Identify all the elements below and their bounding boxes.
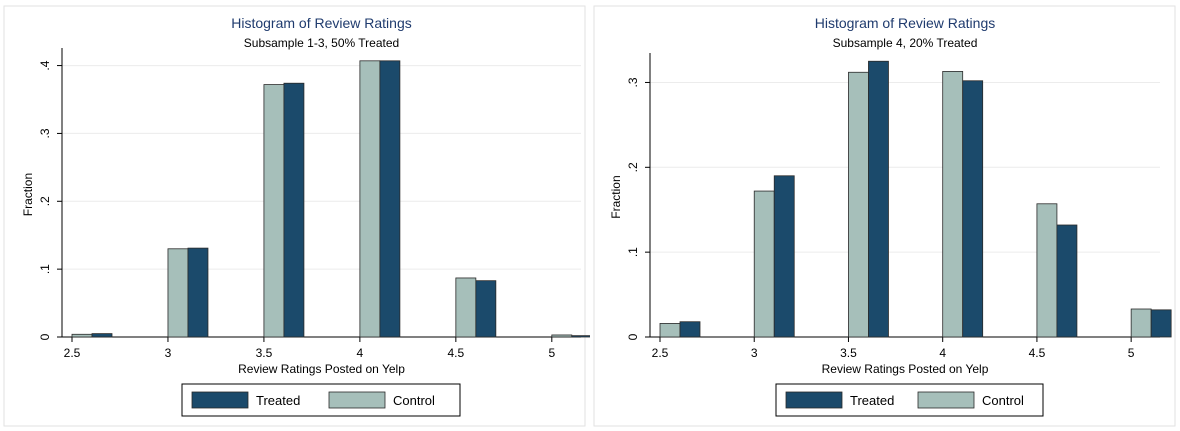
x-tick-label: 4: [357, 346, 364, 360]
y-tick-label: .3: [626, 77, 640, 87]
bar-treated-5: [571, 335, 590, 338]
y-tick-label: .2: [38, 196, 52, 206]
bar-treated-4: [962, 80, 984, 338]
x-axis-label: Review Ratings Posted on Yelp: [822, 362, 989, 376]
x-tick-label: 5: [548, 346, 555, 360]
y-tick-label: .3: [38, 128, 52, 138]
bar-control-4.5: [455, 277, 477, 338]
y-axis-label: Fraction: [21, 173, 35, 216]
x-tick-label: 4.5: [1029, 346, 1046, 360]
y-tick-label: .4: [38, 60, 52, 70]
bar-treated-3: [773, 175, 795, 338]
bar-treated-4.5: [1056, 224, 1078, 338]
legend: Treated Control: [181, 383, 461, 417]
bar-treated-5: [1150, 309, 1172, 338]
bar-treated-3.5: [283, 82, 305, 338]
legend-swatch-treated: [191, 391, 249, 409]
bar-treated-2.5: [91, 333, 113, 338]
x-tick-label: 2.5: [652, 346, 669, 360]
bar-treated-2.5: [679, 321, 701, 338]
y-axis-label: Fraction: [609, 175, 623, 218]
legend-label-control: Control: [393, 393, 435, 408]
bar-control-4: [359, 60, 381, 338]
y-tick-label: .1: [626, 247, 640, 257]
x-tick-label: 4.5: [448, 346, 465, 360]
y-tick-label: .1: [38, 264, 52, 274]
x-tick-label: 3: [165, 346, 172, 360]
bar-control-5: [1130, 308, 1152, 338]
legend-swatch-control: [328, 391, 386, 409]
bar-treated-3: [187, 247, 209, 338]
chart-panel-subsample-1-3: Histogram of Review Ratings Subsample 1-3…: [3, 5, 590, 427]
bar-control-5: [551, 334, 573, 338]
x-tick-label: 3.5: [840, 346, 857, 360]
legend-label-control: Control: [982, 393, 1024, 408]
chart-subtitle: Subsample 4, 20% Treated: [833, 36, 978, 50]
bar-control-3: [167, 248, 189, 338]
x-tick-label: 3.5: [256, 346, 273, 360]
x-axis-label: Review Ratings Posted on Yelp: [238, 362, 405, 376]
legend-swatch-treated: [785, 391, 843, 409]
x-tick-label: 5: [1128, 346, 1135, 360]
chart-title: Histogram of Review Ratings: [231, 15, 412, 31]
legend-label-treated: Treated: [256, 393, 300, 408]
bar-control-3.5: [263, 84, 285, 338]
bar-treated-4.5: [475, 280, 497, 338]
bar-control-3.5: [848, 71, 869, 338]
bar-control-2.5: [71, 333, 93, 338]
y-tick-label: 0: [626, 333, 640, 340]
chart-panel-subsample-4: Histogram of Review Ratings Subsample 4, …: [593, 5, 1176, 427]
y-tick-label: .2: [626, 162, 640, 172]
y-tick-label: 0: [38, 333, 52, 340]
bar-treated-3.5: [868, 60, 889, 338]
bar-control-4: [942, 71, 964, 338]
bar-treated-4: [379, 60, 401, 338]
x-tick-label: 3: [751, 346, 758, 360]
chart-subtitle: Subsample 1-3, 50% Treated: [244, 36, 399, 50]
panel-frame: [593, 5, 1176, 427]
x-tick-label: 4: [939, 346, 946, 360]
bar-control-2.5: [659, 323, 681, 338]
legend: Treated Control: [775, 383, 1044, 417]
legend-label-treated: Treated: [850, 393, 894, 408]
bar-control-3: [753, 190, 775, 338]
chart-title: Histogram of Review Ratings: [815, 15, 996, 31]
legend-swatch-control: [917, 391, 975, 409]
bar-control-4.5: [1036, 203, 1058, 338]
x-tick-label: 2.5: [64, 346, 81, 360]
panel-frame: [3, 5, 586, 427]
